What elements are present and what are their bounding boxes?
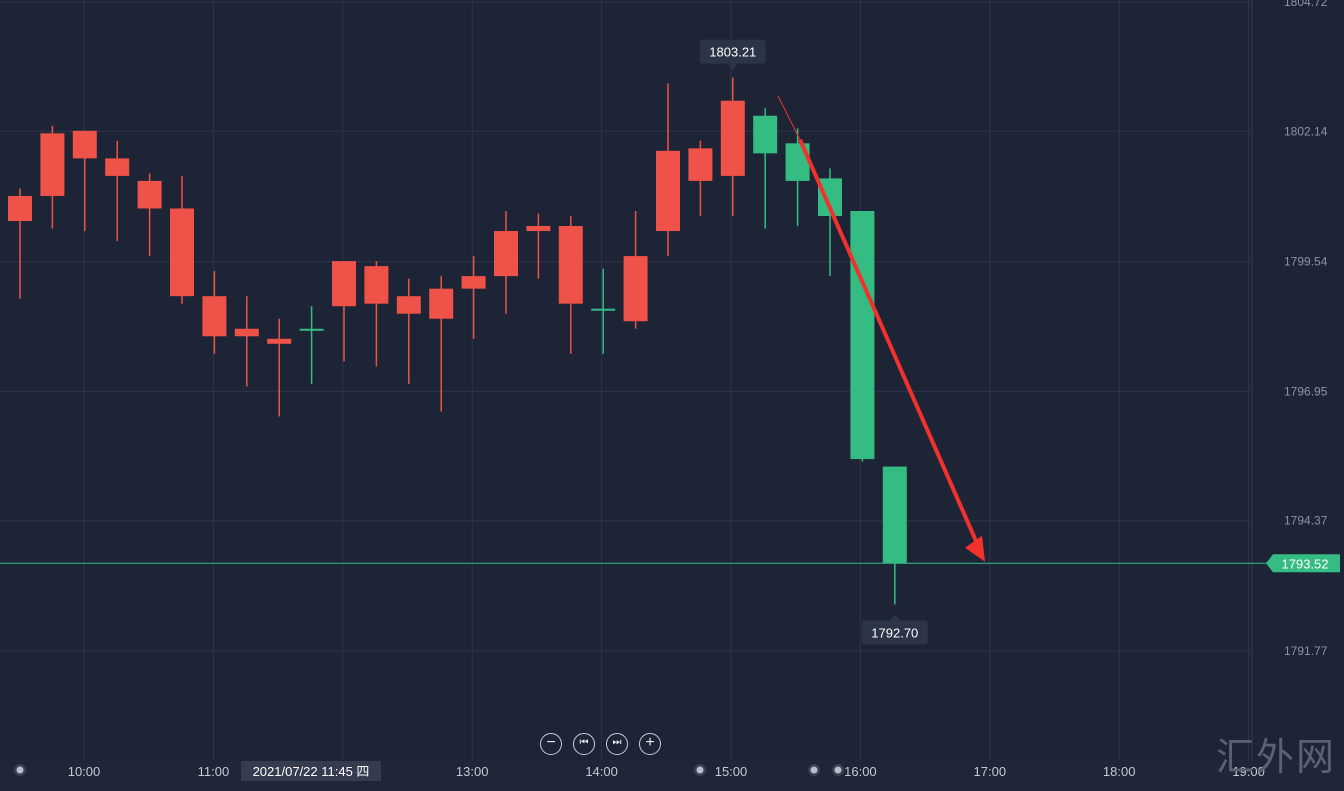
x-tick-label: 11:00 [198,764,230,779]
trend-arrow-line [798,138,981,549]
time-axis-band [0,760,1344,791]
candle-body [882,466,907,564]
candle-body [591,308,616,311]
candle-body [267,338,292,344]
low-marker-box [861,620,928,645]
candle-body [494,231,518,277]
zoom-in-button[interactable]: + [639,733,661,755]
candle-body [850,210,875,460]
candle-body [299,328,324,331]
x-tick-label: 14:00 [585,764,618,779]
crosshair-time-box [241,761,381,781]
x-tick-label: 10:00 [68,764,101,779]
high-marker-label: 1803.21 [709,45,756,60]
timeline-dot [696,766,704,774]
y-tick-label: 1802.14 [1284,124,1328,138]
jump-end-button[interactable]: ⏭ [606,733,628,755]
x-tick-label: 16:00 [844,764,877,779]
candle-body [137,180,162,209]
candle-body [753,115,778,154]
watermark-text: 汇外网 [1215,735,1336,779]
candle-body [364,266,389,304]
x-tick-label: 13:00 [456,764,489,779]
current-price-badge [1266,554,1340,573]
candle-body [461,276,486,289]
zoom-out-button[interactable]: − [540,733,562,755]
candle-body [623,256,648,322]
candle-body [429,288,454,319]
y-tick-label: 1794.37 [1284,514,1328,528]
chart-controls: − ⏮ ⏭ + [540,733,661,755]
candle-body [558,226,583,304]
x-tick-label: 18:00 [1103,764,1136,779]
x-tick-label: 19:00 [1232,764,1265,779]
candle-body [8,195,32,222]
high-marker-pointer [727,63,738,70]
candle-body [72,130,97,159]
timeline-dot [810,766,818,774]
candle-body [332,261,356,307]
low-marker-pointer [889,614,900,621]
timeline-dot [16,766,24,774]
low-marker-label: 1792.70 [871,625,918,640]
trend-arrow-head [965,535,985,562]
y-tick-label: 1796.95 [1284,384,1328,398]
high-marker-box [699,39,766,64]
candle-body [526,226,551,232]
crosshair-time-label: 2021/07/22 11:45 四 [253,764,370,779]
candle-body [396,296,421,314]
timeline-dot [834,766,842,774]
candle-body [170,208,194,297]
y-tick-label: 1791.77 [1284,644,1328,658]
jump-start-button[interactable]: ⏮ [573,733,595,755]
y-tick-label: 1799.54 [1284,255,1328,269]
candle-body [688,148,713,181]
y-tick-label: 1804.72 [1284,0,1328,9]
candle-body [105,158,130,176]
arrow-thin-start [777,95,801,140]
candle-body [202,296,227,337]
candle-body [40,133,65,196]
current-price-label: 1793.52 [1282,556,1329,571]
candle-body [720,100,745,176]
x-tick-label: 15:00 [715,764,748,779]
candle-body [656,150,680,232]
x-tick-label: 17:00 [974,764,1007,779]
candle-body [234,328,259,337]
